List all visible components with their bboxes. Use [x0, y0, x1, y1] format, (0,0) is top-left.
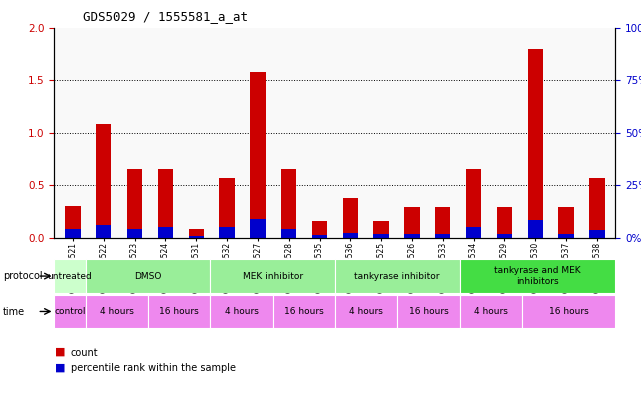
Bar: [312, 221, 327, 238]
Bar: [127, 230, 142, 238]
Text: untreated: untreated: [47, 272, 92, 281]
Bar: [65, 206, 81, 238]
Bar: [397, 295, 460, 328]
Bar: [460, 295, 522, 328]
Bar: [343, 233, 358, 238]
Bar: [558, 207, 574, 238]
Bar: [210, 259, 335, 293]
Bar: [497, 233, 512, 238]
Text: protocol: protocol: [3, 271, 43, 281]
Text: 16 hours: 16 hours: [159, 307, 199, 316]
Bar: [460, 259, 615, 293]
Bar: [250, 72, 265, 238]
Bar: [558, 233, 574, 238]
Bar: [312, 235, 327, 238]
Bar: [281, 230, 296, 238]
Bar: [86, 259, 210, 293]
Text: 4 hours: 4 hours: [100, 307, 134, 316]
Bar: [219, 178, 235, 238]
Text: ■: ■: [54, 362, 65, 373]
Bar: [335, 259, 460, 293]
Bar: [497, 207, 512, 238]
Text: GDS5029 / 1555581_a_at: GDS5029 / 1555581_a_at: [83, 10, 248, 23]
Bar: [127, 169, 142, 238]
Text: tankyrase and MEK
inhibitors: tankyrase and MEK inhibitors: [494, 266, 581, 286]
Text: 16 hours: 16 hours: [408, 307, 448, 316]
Bar: [404, 233, 420, 238]
Bar: [528, 220, 543, 238]
Bar: [272, 295, 335, 328]
Bar: [96, 124, 112, 238]
Bar: [589, 178, 604, 238]
Bar: [404, 207, 420, 238]
Bar: [210, 295, 272, 328]
Text: ■: ■: [54, 347, 65, 357]
Text: time: time: [3, 307, 26, 317]
Bar: [435, 207, 451, 238]
Text: 16 hours: 16 hours: [549, 307, 588, 316]
Bar: [54, 295, 86, 328]
Bar: [250, 219, 265, 238]
Bar: [466, 169, 481, 238]
Bar: [188, 236, 204, 238]
Bar: [281, 169, 296, 238]
Bar: [158, 227, 173, 238]
Text: 4 hours: 4 hours: [349, 307, 383, 316]
Text: DMSO: DMSO: [134, 272, 162, 281]
Bar: [188, 230, 204, 238]
Text: 4 hours: 4 hours: [224, 307, 258, 316]
Bar: [96, 225, 112, 238]
Bar: [86, 295, 148, 328]
Text: tankyrase inhibitor: tankyrase inhibitor: [354, 272, 440, 281]
Bar: [528, 48, 543, 238]
Text: 16 hours: 16 hours: [284, 307, 324, 316]
Bar: [54, 259, 86, 293]
Bar: [374, 221, 389, 238]
Bar: [335, 295, 397, 328]
Bar: [589, 230, 604, 238]
Bar: [65, 230, 81, 238]
Bar: [148, 295, 210, 328]
Bar: [466, 227, 481, 238]
Text: MEK inhibitor: MEK inhibitor: [242, 272, 303, 281]
Text: control: control: [54, 307, 86, 316]
Text: 4 hours: 4 hours: [474, 307, 508, 316]
Bar: [522, 295, 615, 328]
Text: percentile rank within the sample: percentile rank within the sample: [71, 363, 235, 373]
Bar: [374, 233, 389, 238]
Bar: [219, 227, 235, 238]
Bar: [343, 198, 358, 238]
Text: count: count: [71, 347, 98, 358]
Bar: [158, 169, 173, 238]
Bar: [435, 233, 451, 238]
